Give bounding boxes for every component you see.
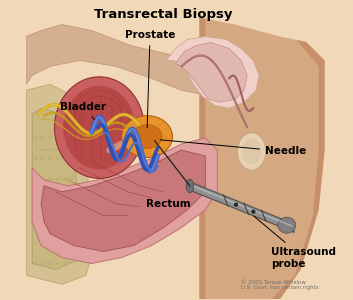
Circle shape — [41, 262, 44, 265]
Text: Bladder: Bladder — [60, 102, 107, 119]
Ellipse shape — [54, 77, 144, 178]
Polygon shape — [199, 1, 325, 299]
Circle shape — [56, 262, 59, 265]
Circle shape — [41, 241, 44, 244]
Text: Ultrasound
probe: Ultrasound probe — [254, 216, 336, 268]
Circle shape — [56, 136, 59, 140]
Circle shape — [63, 136, 67, 140]
Circle shape — [48, 241, 52, 244]
Polygon shape — [41, 150, 205, 251]
Polygon shape — [188, 181, 294, 232]
Circle shape — [41, 220, 44, 224]
Circle shape — [41, 136, 44, 140]
Circle shape — [56, 220, 59, 224]
Circle shape — [41, 157, 44, 161]
Circle shape — [63, 220, 67, 224]
Text: Prostate: Prostate — [125, 30, 175, 128]
Text: © 2005 Terese Winslow
U.S. Govt. has certain rights: © 2005 Terese Winslow U.S. Govt. has cer… — [241, 280, 319, 290]
Ellipse shape — [122, 116, 173, 158]
Circle shape — [33, 199, 37, 202]
Polygon shape — [26, 84, 92, 284]
Circle shape — [48, 136, 52, 140]
Text: Rectum: Rectum — [145, 199, 190, 209]
Circle shape — [56, 241, 59, 244]
Polygon shape — [167, 37, 259, 108]
Circle shape — [48, 178, 52, 182]
Circle shape — [63, 262, 67, 265]
Ellipse shape — [278, 217, 296, 233]
Circle shape — [56, 199, 59, 202]
Circle shape — [234, 202, 238, 207]
Circle shape — [41, 178, 44, 182]
Circle shape — [56, 157, 59, 161]
Circle shape — [33, 136, 37, 140]
Polygon shape — [26, 1, 325, 46]
Circle shape — [48, 220, 52, 224]
Circle shape — [48, 157, 52, 161]
Circle shape — [33, 262, 37, 265]
Polygon shape — [26, 1, 325, 299]
Ellipse shape — [242, 139, 261, 164]
Circle shape — [63, 241, 67, 244]
Polygon shape — [32, 108, 80, 269]
Circle shape — [56, 178, 59, 182]
Polygon shape — [205, 1, 319, 299]
Circle shape — [63, 178, 67, 182]
Circle shape — [251, 210, 256, 214]
Circle shape — [33, 241, 37, 244]
Circle shape — [63, 199, 67, 202]
Ellipse shape — [132, 124, 162, 148]
Circle shape — [48, 262, 52, 265]
Circle shape — [63, 157, 67, 161]
Circle shape — [48, 199, 52, 202]
Ellipse shape — [186, 179, 194, 193]
Circle shape — [33, 178, 37, 182]
Text: Needle: Needle — [160, 140, 306, 157]
Text: Transrectal Biopsy: Transrectal Biopsy — [94, 8, 233, 21]
Polygon shape — [26, 25, 229, 96]
Polygon shape — [32, 138, 217, 263]
Ellipse shape — [64, 86, 135, 170]
Circle shape — [41, 199, 44, 202]
Polygon shape — [175, 43, 247, 102]
Circle shape — [33, 157, 37, 161]
Circle shape — [33, 220, 37, 224]
Ellipse shape — [238, 133, 266, 170]
